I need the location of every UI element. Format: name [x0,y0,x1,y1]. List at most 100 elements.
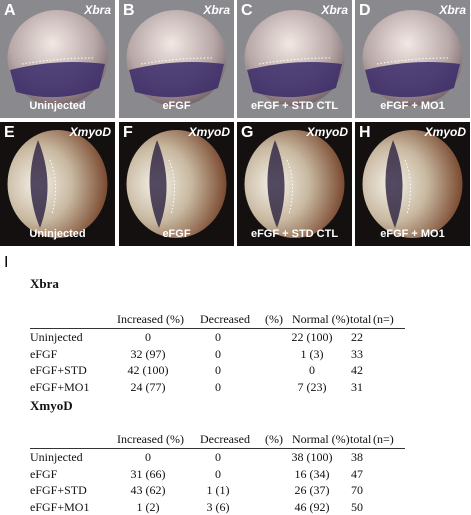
cell: 3 (6) [206,499,230,514]
cell: 0 [215,330,221,344]
column-header: (n=) [373,312,394,326]
stain [385,140,403,228]
cell: 7 (23) [297,379,327,394]
column-header: total [350,312,372,326]
rule [30,448,405,449]
condition-label: eFGF + STD CTL [250,100,339,112]
cell: 22 (100) [291,330,333,344]
cell: 1 (3) [300,346,324,361]
cell: 22 [351,330,363,344]
figure-panels [0,0,470,246]
gene-label: XmyoD [188,125,230,139]
dotted-line [286,159,293,215]
condition-label: Uninjected [29,228,86,240]
column-header: Increased (%) [117,432,184,446]
embryo [7,130,108,238]
dotted-line [49,159,56,215]
section-letter: I [4,254,9,271]
cell: 50 [351,499,363,514]
embryo [126,130,227,238]
cell: 0 [215,450,221,464]
row-label: eFGF [30,466,58,481]
cell: 31 (66) [130,466,166,481]
cell: 42 [351,363,363,377]
cell: 26 (37) [294,483,330,497]
cell: 32 (97) [130,346,166,361]
row-label: eFGF [30,346,58,361]
panel-letter: E [4,124,15,141]
column-header: (%) [265,432,283,446]
gene-label: Xbra [439,3,466,17]
cell: 0 [145,330,151,344]
cell: 38 [351,450,363,464]
table-title: XmyoD [30,398,73,413]
panel-letter: F [123,124,133,141]
condition-label: eFGF [162,100,191,112]
panel-letter: H [359,124,371,141]
panel-letter: D [359,2,371,19]
condition-label: eFGF + STD CTL [250,228,339,240]
cell: 43 (62) [130,483,166,497]
dotted-line [404,159,411,215]
column-header: (n=) [373,432,394,446]
gene-label: Xbra [203,3,230,17]
row-label: eFGF+STD [30,363,87,377]
stain [267,140,285,228]
panel-letter: C [241,2,253,19]
cell: 0 [215,363,221,377]
stain [30,140,48,228]
row-label: eFGF+MO1 [30,379,90,394]
column-header: (%) [265,312,283,326]
gene-label: XmyoD [69,125,111,139]
cell: 1 (2) [136,499,160,514]
dotted-line [140,57,213,65]
stain [247,62,342,98]
panel-letter: B [123,2,135,19]
panel-letter: A [4,2,16,19]
cell: 16 (34) [294,466,330,481]
column-header: Normal (%) [292,432,350,446]
cell: 0 [215,379,221,394]
gene-label: XmyoD [424,125,466,139]
cell: 47 [351,466,363,481]
row-label: eFGF+STD [30,483,87,497]
cell: 70 [351,483,363,497]
cell: 38 (100) [291,450,333,464]
dotted-line [376,57,449,65]
column-header: Increased (%) [117,312,184,326]
condition-label: eFGF + MO1 [380,100,445,112]
rule [30,328,405,329]
stain [10,62,105,98]
cell: 33 [351,346,363,361]
embryo [244,130,345,238]
dotted-line [168,159,175,215]
condition-label: eFGF [162,228,191,240]
dotted-line [258,57,331,65]
embryo [362,130,463,238]
column-header: total [350,432,372,446]
cell: 42 (100) [127,363,169,377]
cell: 0 [215,346,221,361]
panel-letter: G [241,124,254,141]
cell: 24 (77) [130,379,166,394]
gene-label: XmyoD [306,125,348,139]
cell: 0 [215,466,221,481]
row-label: Uninjected [30,330,83,344]
stain [129,62,224,98]
column-header: Normal (%) [292,312,350,326]
cell: 0 [309,363,315,377]
row-label: Uninjected [30,450,83,464]
dotted-line [21,57,94,65]
gene-label: Xbra [321,3,348,17]
cell: 46 (92) [294,499,330,514]
cell: 31 [351,379,363,394]
condition-label: eFGF + MO1 [380,228,445,240]
column-header: Decreased [200,312,250,326]
condition-label: Uninjected [29,100,86,112]
stain [149,140,167,228]
row-label: eFGF+MO1 [30,499,90,514]
column-header: Decreased [200,432,250,446]
cell: 1 (1) [206,483,230,497]
cell: 0 [145,450,151,464]
